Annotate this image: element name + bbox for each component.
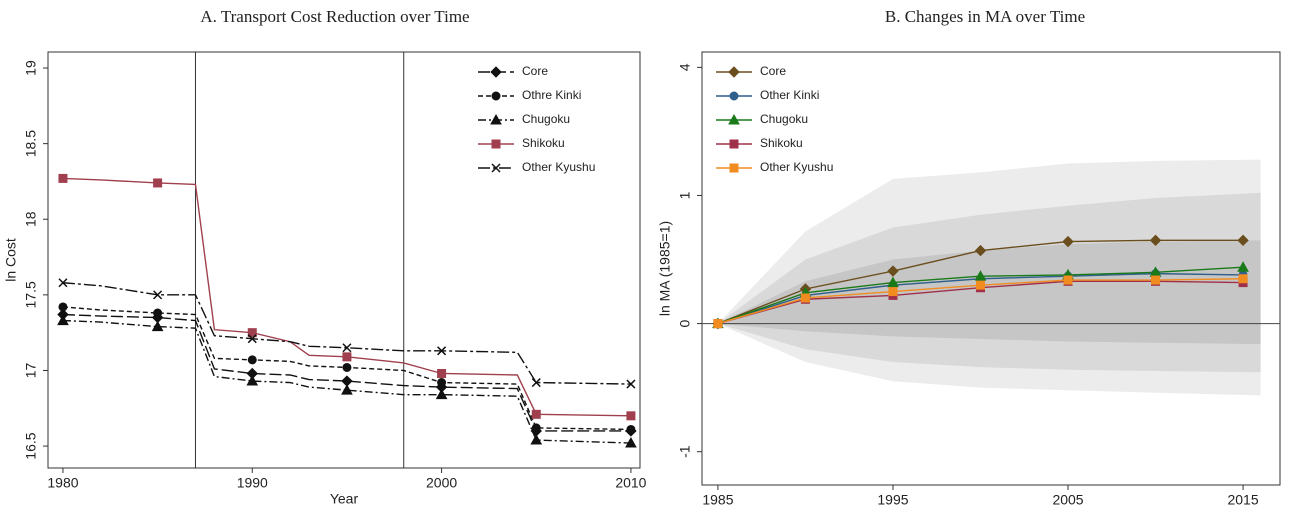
legend-label: Shikoku [522,136,565,150]
marker [342,362,352,372]
marker [1063,275,1073,285]
marker [728,113,740,125]
marker [974,270,987,281]
marker [974,244,987,257]
marker [58,173,68,183]
y-tick-label: 17.5 [23,281,39,308]
y-axis-title: ln MA (1985=1) [657,221,673,316]
legend-label: Chugoku [760,112,808,126]
x-tick-label: 2015 [1227,492,1258,508]
series-line [62,282,631,385]
marker [887,276,899,288]
marker [530,433,543,445]
marker [1062,235,1074,248]
marker [342,352,352,362]
legend-label: Othre Kinki [522,88,581,102]
marker [247,334,257,344]
marker [153,290,163,300]
marker [713,319,723,329]
x-tick-label: 2000 [426,475,457,491]
marker [975,280,985,290]
marker [151,320,164,332]
band [717,240,1261,345]
marker [729,139,739,149]
series-line [62,319,631,444]
marker [626,411,636,421]
marker [247,355,257,365]
y-axis-title: ln Cost [3,238,19,282]
marker [491,91,501,101]
y-tick-label: 18.5 [23,130,39,157]
marker [490,113,502,125]
legend-label: Core [522,64,548,78]
legend-label: Shikoku [760,136,803,150]
marker [531,409,541,419]
y-tick-label: 18 [23,211,39,227]
marker [58,302,68,312]
marker [247,328,257,338]
marker [728,66,740,78]
series-line [62,313,631,432]
marker [625,437,637,448]
x-tick-label: 1990 [237,475,268,491]
x-tick-label: 2010 [615,475,646,491]
x-tick-label: 2005 [1052,492,1083,508]
legend-label: Core [760,64,786,78]
marker [437,368,447,378]
marker [887,265,899,277]
marker [800,293,810,303]
marker [888,287,898,297]
marker [341,384,353,395]
y-tick-label: 16.5 [23,432,39,459]
legend-label: Other Kyushu [760,160,833,174]
legend-label: Chugoku [522,112,570,126]
marker [729,91,739,101]
marker [57,314,69,326]
y-tick-label: 19 [23,60,39,76]
marker [490,66,502,78]
marker [153,308,163,318]
legend-label: Other Kyushu [522,160,595,174]
marker [729,163,739,173]
y-tick-label: -1 [677,445,693,458]
marker [491,163,501,173]
marker [342,343,352,353]
marker [531,378,541,388]
chart-title: A. Transport Cost Reduction over Time [200,7,469,26]
marker [491,139,501,149]
series-line [62,306,631,431]
y-tick-label: 17 [23,362,39,378]
marker [1237,234,1249,247]
chart-title: B. Changes in MA over Time [885,7,1085,26]
marker [153,178,163,188]
legend-label: Other Kinki [760,88,819,102]
y-tick-label: 0 [677,319,693,327]
x-tick-label: 1985 [702,492,733,508]
y-tick-label: 4 [677,63,693,71]
x-axis-title: Year [330,491,359,507]
marker [1149,234,1162,247]
marker [626,424,636,434]
marker [437,346,447,356]
plot-frame [47,51,641,469]
marker [1238,274,1248,284]
x-tick-label: 1995 [877,492,908,508]
marker [246,375,259,386]
plot-frame [701,51,1281,486]
marker [1237,261,1249,272]
marker [435,388,448,400]
marker [626,379,636,389]
marker [1151,275,1161,285]
marker [437,378,447,388]
y-tick-label: 1 [677,191,693,199]
marker [58,278,68,288]
marker [531,423,541,433]
series-line [62,177,631,417]
x-tick-label: 1980 [47,475,78,491]
